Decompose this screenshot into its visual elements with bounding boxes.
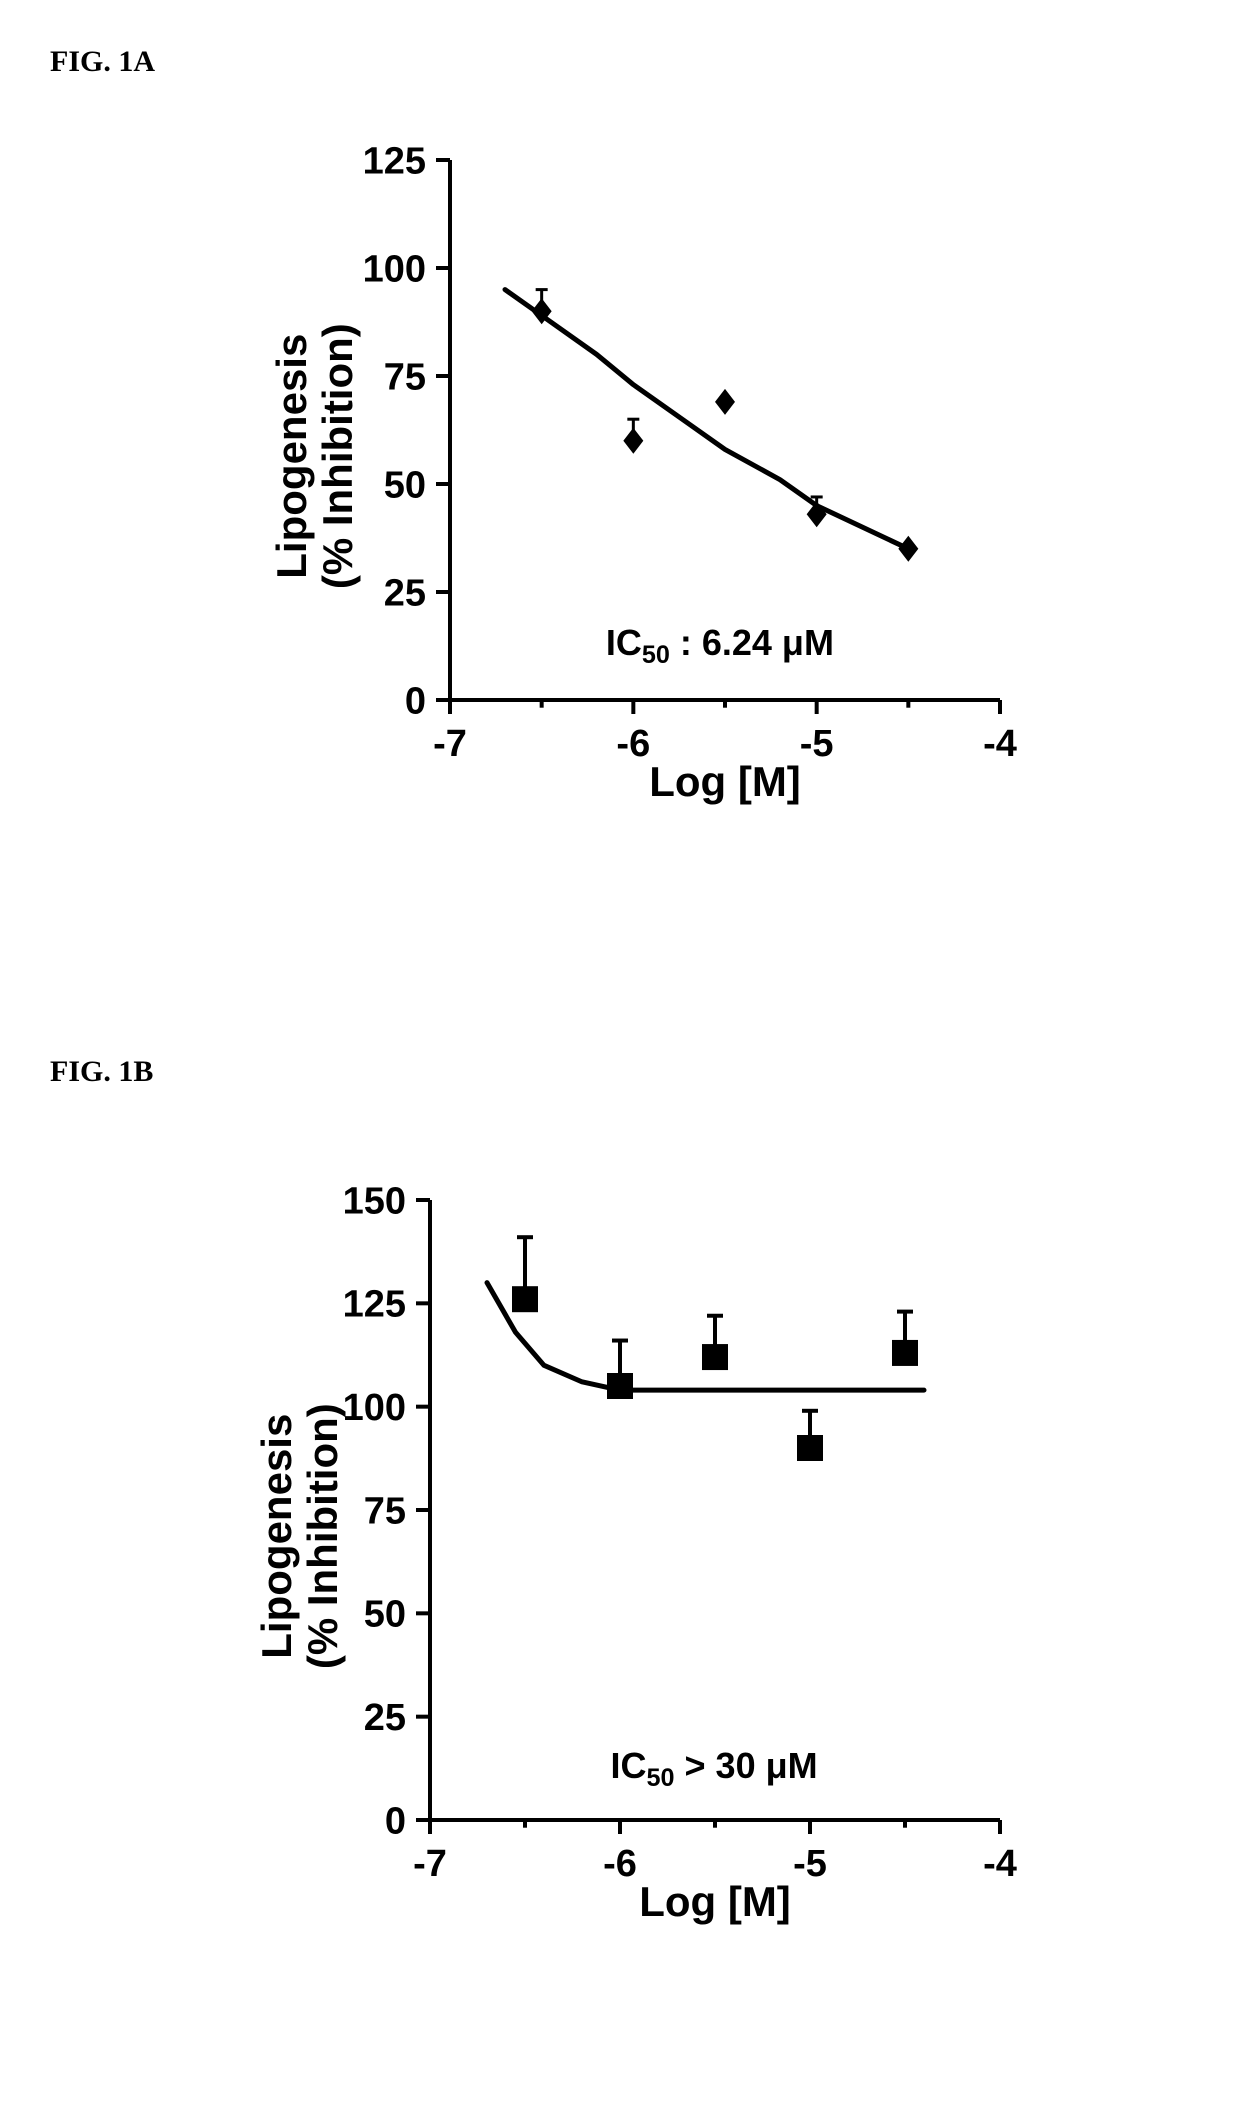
figure-b-chart: Lipogenesis (% Inhibition) 0 25 50 75 100 125… — [230, 1180, 1110, 2010]
figure-a-label: FIG. 1A — [50, 45, 155, 79]
svg-text:-4: -4 — [983, 1843, 1017, 1885]
svg-text:50: 50 — [364, 1594, 406, 1636]
figure-b-plot: 0255075100125150-7-6-5-4 — [230, 1180, 1110, 1960]
svg-text:75: 75 — [364, 1490, 406, 1532]
svg-text:-7: -7 — [433, 723, 467, 765]
svg-text:125: 125 — [343, 1284, 406, 1326]
figure-a-xlabel: Log [M] — [625, 758, 825, 806]
figure-a-annotation: IC50 : 6.24 μM — [606, 622, 834, 670]
figure-b-ylabel-line2: (% Inhibition) — [299, 1403, 346, 1669]
svg-text:100: 100 — [363, 248, 426, 290]
figure-a-plot: 0255075100125-7-6-5-4 — [270, 140, 1100, 840]
svg-text:25: 25 — [384, 572, 426, 614]
figure-a-ylabel-line1: Lipogenesis — [268, 334, 315, 579]
figure-b-annotation: IC50 > 30 μM — [611, 1745, 818, 1793]
svg-text:-4: -4 — [983, 723, 1017, 765]
svg-text:125: 125 — [363, 140, 426, 182]
svg-text:150: 150 — [343, 1180, 406, 1222]
figure-b-ylabel: Lipogenesis (% Inhibition) — [254, 1356, 346, 1716]
figure-b-xlabel: Log [M] — [615, 1878, 815, 1926]
svg-text:0: 0 — [385, 1800, 406, 1842]
svg-text:100: 100 — [343, 1387, 406, 1429]
svg-text:25: 25 — [364, 1697, 406, 1739]
figure-b-ylabel-line1: Lipogenesis — [253, 1414, 300, 1659]
figure-a-ylabel-line2: (% Inhibition) — [314, 323, 361, 589]
figure-b-label: FIG. 1B — [50, 1055, 153, 1089]
figure-a-ylabel: Lipogenesis (% Inhibition) — [269, 281, 361, 631]
svg-text:-7: -7 — [413, 1843, 447, 1885]
svg-text:0: 0 — [405, 680, 426, 722]
svg-text:75: 75 — [384, 356, 426, 398]
figure-a-chart: Lipogenesis (% Inhibition) 0 25 50 75 100 125… — [270, 140, 1100, 890]
svg-text:50: 50 — [384, 464, 426, 506]
